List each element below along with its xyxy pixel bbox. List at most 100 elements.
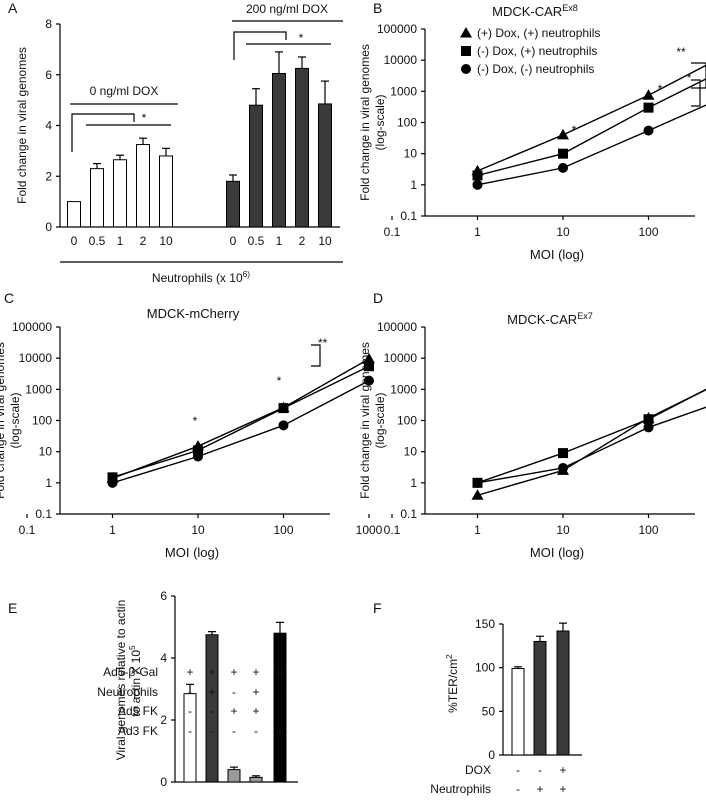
data-point — [643, 414, 654, 425]
data-point — [364, 375, 374, 386]
condition-mark: + — [252, 665, 259, 679]
sig-bracket — [311, 344, 321, 367]
x-tick-label: 100 — [638, 523, 658, 537]
group-label: 0 ng/ml DOX — [90, 84, 159, 98]
condition-mark: - — [210, 724, 214, 738]
bar — [272, 72, 286, 228]
y-tick-label: 2 — [160, 713, 167, 727]
sig-bracket — [691, 62, 706, 89]
condition-mark: - — [232, 724, 236, 738]
y-tick-label: 0 — [160, 775, 167, 789]
condition-label: Ad5-β-Gal — [103, 665, 158, 679]
panel-b-chart: 0.11101001000100001000000.11101001000MOI… — [358, 3, 706, 262]
bar — [136, 144, 150, 228]
condition-mark: - — [278, 704, 282, 718]
x-tick-label: 1 — [474, 523, 481, 537]
y-tick-label: 1 — [45, 476, 52, 490]
data-point — [278, 420, 289, 431]
sig-marker: * — [687, 71, 692, 85]
x-tick-label: 10 — [159, 234, 173, 248]
condition-mark: - — [278, 685, 282, 699]
panel-letter-f: F — [373, 600, 382, 616]
condition-mark: + — [208, 685, 215, 699]
x-tick-label: 0.1 — [384, 225, 401, 239]
y-tick-label: 10000 — [384, 53, 418, 67]
y-tick-label: 1000 — [390, 382, 417, 396]
y-axis-label: Fold change in viral genomes — [358, 342, 372, 499]
chart-title: MDCK-mCherry — [147, 306, 240, 321]
panel-c-significance: **** — [193, 336, 328, 428]
condition-mark: + — [252, 685, 259, 699]
x-tick-label: 1 — [117, 234, 124, 248]
series-line — [112, 380, 370, 484]
x-tick-label: 2 — [299, 234, 306, 248]
x-tick-label: 0.1 — [19, 523, 36, 537]
y-tick-label: 100 — [397, 116, 417, 130]
x-axis-label: MOI (log) — [165, 545, 219, 560]
sig-marker: * — [658, 82, 663, 96]
y-tick-label: 1000 — [390, 84, 417, 98]
y-axis-label: Viral genomes relative to actin — [114, 600, 128, 761]
condition-label: Neutrophils — [97, 685, 158, 699]
panel-letter-d: D — [373, 290, 383, 306]
y-axis-label: (log-scale) — [373, 94, 387, 150]
condition-mark: + — [276, 724, 283, 738]
bar — [249, 776, 263, 783]
y-tick-label: 50 — [482, 704, 496, 718]
x-tick-label: 10 — [556, 523, 570, 537]
data-point — [364, 361, 374, 372]
condition-mark: - — [516, 763, 520, 777]
condition-mark: + — [230, 704, 237, 718]
bar — [295, 67, 309, 228]
chart-title: MDCK-CAREx7 — [507, 311, 593, 327]
panel-letter-b: B — [373, 0, 382, 16]
data-point — [193, 445, 203, 456]
data-point — [472, 477, 483, 488]
panel-b-significance: ***** — [572, 45, 706, 137]
panel-b-legend: (+) Dox, (+) neutrophils (-) Dox, (+) neu… — [460, 26, 600, 76]
x-tick-label: 1 — [109, 523, 116, 537]
x-tick-label: 0.1 — [384, 523, 401, 537]
y-tick-label: 10000 — [384, 351, 418, 365]
legend-label: (-) Dox, (-) neutrophils — [477, 62, 594, 76]
y-axis-label: (log-scale) — [373, 392, 387, 448]
condition-mark: - — [538, 763, 542, 777]
x-tick-label: 0 — [230, 234, 237, 248]
y-tick-label: 100000 — [12, 320, 52, 334]
condition-label: Ad3 FK — [118, 724, 158, 738]
data-point — [558, 462, 568, 473]
y-tick-label: 0 — [488, 748, 495, 762]
legend-label: (-) Dox, (+) neutrophils — [477, 44, 597, 58]
y-tick-label: 10 — [404, 147, 418, 161]
x-tick-label: 10 — [556, 225, 570, 239]
data-point — [558, 148, 568, 159]
panel-c-chart: 0.1 1 10 100 1000 10000 100000 0.1 1 10 100 1000 MOI… — [0, 306, 383, 560]
legend-marker — [461, 46, 471, 56]
x-tick-label: 1 — [474, 225, 481, 239]
data-point — [472, 179, 483, 190]
data-point — [471, 489, 484, 500]
bar — [159, 155, 173, 228]
data-point — [642, 89, 655, 100]
y-axis-label: Fold change in viral genomes — [0, 342, 7, 499]
legend-marker — [461, 64, 471, 74]
y-tick-label: 6 — [45, 68, 52, 82]
condition-mark: - — [232, 685, 236, 699]
condition-label: Neutrophils — [430, 782, 491, 796]
y-tick-label: 100000 — [377, 22, 417, 36]
data-point — [558, 162, 568, 173]
sig-bracket — [71, 113, 135, 152]
sig-marker: ** — [318, 336, 328, 350]
y-tick-label: 0.1 — [35, 507, 52, 521]
y-tick-label: 8 — [45, 17, 52, 31]
condition-mark: + — [252, 704, 259, 718]
y-tick-label: 1000 — [25, 382, 52, 396]
bar — [511, 668, 525, 756]
sig-bracket — [233, 31, 287, 60]
bar — [113, 159, 127, 228]
condition-mark: - — [254, 724, 258, 738]
bar — [533, 640, 547, 756]
y-axis-label: to actin X 105 — [127, 645, 143, 717]
data-point — [278, 403, 289, 414]
